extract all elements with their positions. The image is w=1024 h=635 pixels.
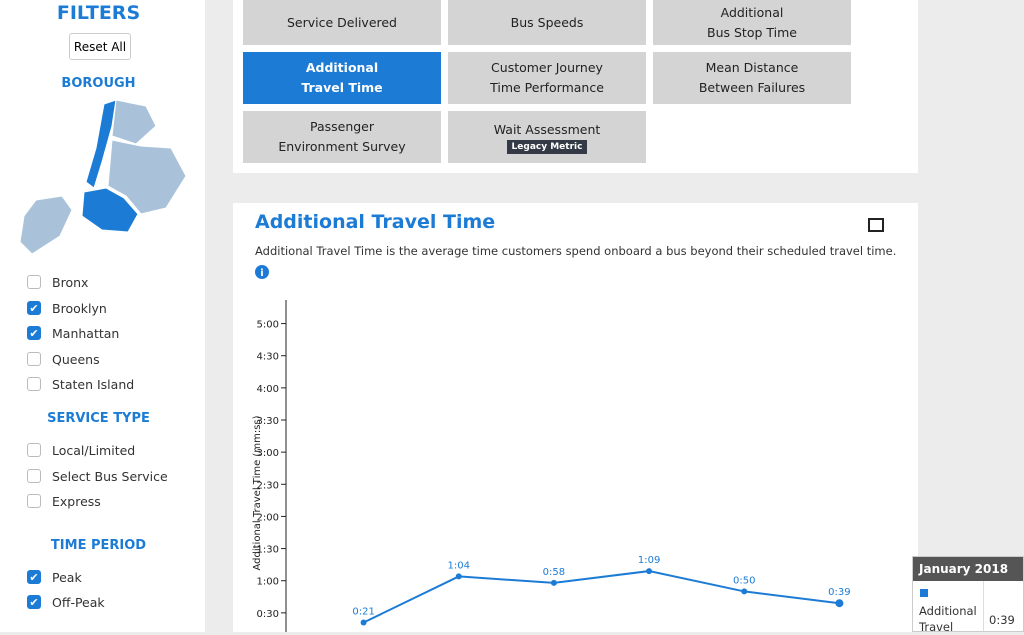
info-icon-glyph: i (260, 268, 263, 279)
checkbox[interactable] (27, 377, 41, 391)
tooltip-value: 0:39 (989, 613, 1015, 627)
filter-label: Manhattan (52, 325, 120, 341)
y-tick-label: 2:30 (257, 480, 279, 491)
filter-option[interactable]: ✔ Peak (27, 568, 82, 586)
sidebar: FILTERS Reset All BOROUGH SERVICE TYPE T… (0, 0, 205, 632)
filter-option[interactable]: Queens (27, 350, 100, 368)
point (360, 619, 367, 626)
filter-option[interactable]: ✔ Manhattan (27, 324, 119, 342)
chart-subtitle: Additional Travel Time is the average ti… (255, 244, 896, 258)
metric-label: Service Delivered (286, 14, 397, 30)
filter-option[interactable]: ✔ Off-Peak (27, 593, 105, 611)
y-tick-label: 4:00 (257, 384, 279, 395)
metric-button[interactable]: Customer Journey Time Performance (448, 52, 646, 104)
metric-button[interactable]: Additional Bus Stop Time (653, 0, 851, 45)
share-icon[interactable] (868, 218, 884, 232)
reset-button[interactable]: Reset All (69, 33, 131, 60)
filter-label: Bronx (52, 274, 89, 290)
filter-option[interactable]: Bronx (27, 273, 88, 291)
y-tick-label: 2:00 (257, 512, 279, 523)
staten-island (19, 195, 73, 255)
tooltip-title: January 2018 (913, 557, 1023, 581)
bronx (111, 99, 157, 145)
borough-heading: BOROUGH (61, 76, 136, 91)
point (550, 579, 557, 586)
metric-button[interactable]: Passenger Environment Survey (243, 111, 441, 163)
filter-label: Brooklyn (52, 300, 107, 316)
tooltip-divider (983, 581, 984, 631)
filter-label: Off-Peak (52, 594, 105, 610)
filter-option[interactable]: Select Bus Service (27, 467, 168, 485)
metric-button[interactable]: Wait Assessment Legacy Metric (448, 111, 646, 163)
y-axis-label: Additional Travel Time (mm:ss) (252, 415, 263, 570)
value-label: 0:50 (733, 575, 755, 586)
metric-label: Wait Assessment (493, 122, 601, 137)
metric-label: Passenger Environment Survey (278, 119, 406, 154)
y-tick-label: 1:00 (257, 577, 279, 588)
filter-label: Express (52, 493, 101, 509)
borough-map (19, 99, 187, 255)
filters-title: FILTERS (56, 2, 141, 24)
service-heading: SERVICE TYPE (47, 411, 150, 426)
metric-button[interactable]: Additional Travel Time (243, 52, 441, 104)
y-tick-label: 3:30 (257, 416, 279, 427)
filter-label: Select Bus Service (52, 468, 168, 484)
point (835, 599, 844, 608)
filter-label: Local/Limited (52, 442, 136, 458)
point (646, 568, 653, 575)
point (455, 573, 462, 580)
checkbox[interactable] (27, 443, 41, 457)
point (741, 588, 748, 595)
checkbox[interactable]: ✔ (27, 301, 41, 315)
checkbox[interactable] (27, 494, 41, 508)
checkbox[interactable]: ✔ (27, 570, 41, 584)
y-tick-label: 0:30 (257, 609, 279, 620)
filter-label: Queens (52, 351, 100, 367)
checkbox[interactable] (27, 469, 41, 483)
y-tick-label: 1:30 (257, 545, 279, 556)
metric-label: Additional Bus Stop Time (707, 4, 797, 40)
filter-option[interactable]: Local/Limited (27, 441, 135, 459)
metric-button[interactable]: Bus Speeds (448, 0, 646, 45)
metric-label: Customer Journey Time Performance (490, 60, 604, 95)
filter-option[interactable]: ✔ Brooklyn (27, 299, 107, 317)
checkbox[interactable]: ✔ (27, 595, 41, 609)
metric-button[interactable]: Mean Distance Between Failures (653, 52, 851, 104)
info-icon[interactable] (255, 265, 269, 279)
tooltip: January 2018 Additional Travel 0:39 (912, 556, 1024, 634)
period-heading: TIME PERIOD (50, 538, 147, 553)
metric-panel: Service Delivered Bus Speeds Additional Bu… (233, 0, 918, 173)
line (363, 570, 840, 624)
filter-option[interactable]: Express (27, 492, 101, 510)
value-label: 1:04 (448, 560, 470, 571)
metric-label: Additional Travel Time (301, 60, 383, 95)
value-label: 1:09 (638, 555, 660, 566)
y-tick-label: 4:30 (257, 352, 279, 363)
y-tick-label: 5:00 (257, 320, 279, 331)
checkbox[interactable] (27, 275, 41, 289)
filter-label: Staten Island (52, 376, 135, 392)
tooltip-swatch (920, 589, 928, 597)
filter-option[interactable]: Staten Island (27, 375, 134, 393)
metric-button[interactable]: Service Delivered (243, 0, 441, 45)
tooltip-label: Additional Travel (919, 604, 977, 634)
metric-badge: Legacy Metric (506, 140, 588, 154)
value-label: 0:39 (828, 587, 850, 598)
chart-panel: Additional Travel Time Additional Travel… (233, 203, 918, 632)
value-label: 0:58 (543, 567, 565, 578)
metric-label: Mean Distance Between Failures (698, 60, 806, 95)
chart: Additional Travel Time Additional Travel… (252, 211, 896, 632)
checkbox[interactable]: ✔ (27, 326, 41, 340)
checkbox[interactable] (27, 352, 41, 366)
brooklyn (81, 187, 139, 233)
queens (107, 139, 187, 215)
y-tick-label: 3:00 (257, 448, 279, 459)
filter-label: Peak (52, 569, 82, 585)
value-label: 0:21 (352, 607, 374, 618)
metric-label: Bus Speeds (510, 14, 584, 30)
chart-title: Additional Travel Time (255, 211, 495, 233)
